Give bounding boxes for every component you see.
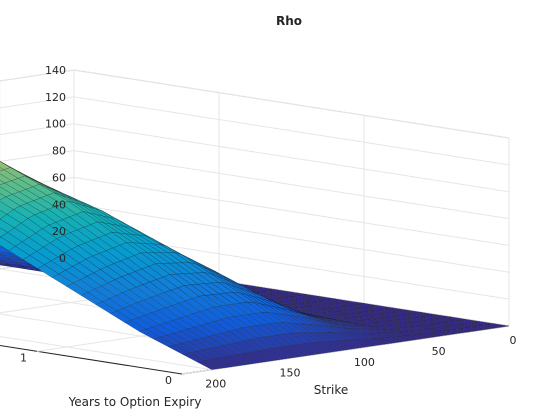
box-edge [0, 345, 183, 375]
grid-line [73, 123, 510, 193]
z-tick-label: 100 [45, 118, 66, 131]
surface-mesh [0, 161, 510, 370]
grid-line [73, 203, 510, 273]
surface-patch [487, 323, 510, 328]
grid-line [0, 69, 75, 82]
grid-line [0, 150, 75, 162]
grid-line [0, 336, 212, 371]
z-tick-label: 20 [52, 225, 66, 238]
z-tick-label: 60 [52, 171, 66, 184]
grid-line [73, 176, 510, 246]
x-tick-label: 100 [354, 356, 375, 369]
x-tick-label: 200 [205, 378, 226, 391]
y-tick-label: 0 [165, 374, 172, 387]
z-tick-label: 80 [52, 145, 66, 158]
y-tick-label: 1 [20, 351, 27, 364]
x-tick-label: 150 [280, 367, 301, 380]
grid-line [0, 96, 75, 109]
surface-patch [0, 243, 4, 248]
grid-line [73, 150, 510, 220]
tick-labels: 0204060801001201400123050100150200 [20, 64, 517, 391]
z-tick-label: 140 [45, 64, 66, 77]
x-tick-label: 0 [510, 334, 517, 347]
z-tick-label: 0 [59, 252, 66, 265]
x-tick-label: 50 [432, 345, 446, 358]
surface-patch [0, 167, 5, 172]
x-axis-label: Strike [314, 383, 349, 397]
y-axis-label: Years to Option Expiry [68, 395, 202, 409]
z-tick-label: 40 [52, 198, 66, 211]
grid-line [73, 96, 510, 166]
chart-title: Rho [276, 14, 302, 28]
grid-line [73, 69, 510, 139]
z-tick-label: 120 [45, 91, 66, 104]
grid-line [0, 123, 75, 136]
